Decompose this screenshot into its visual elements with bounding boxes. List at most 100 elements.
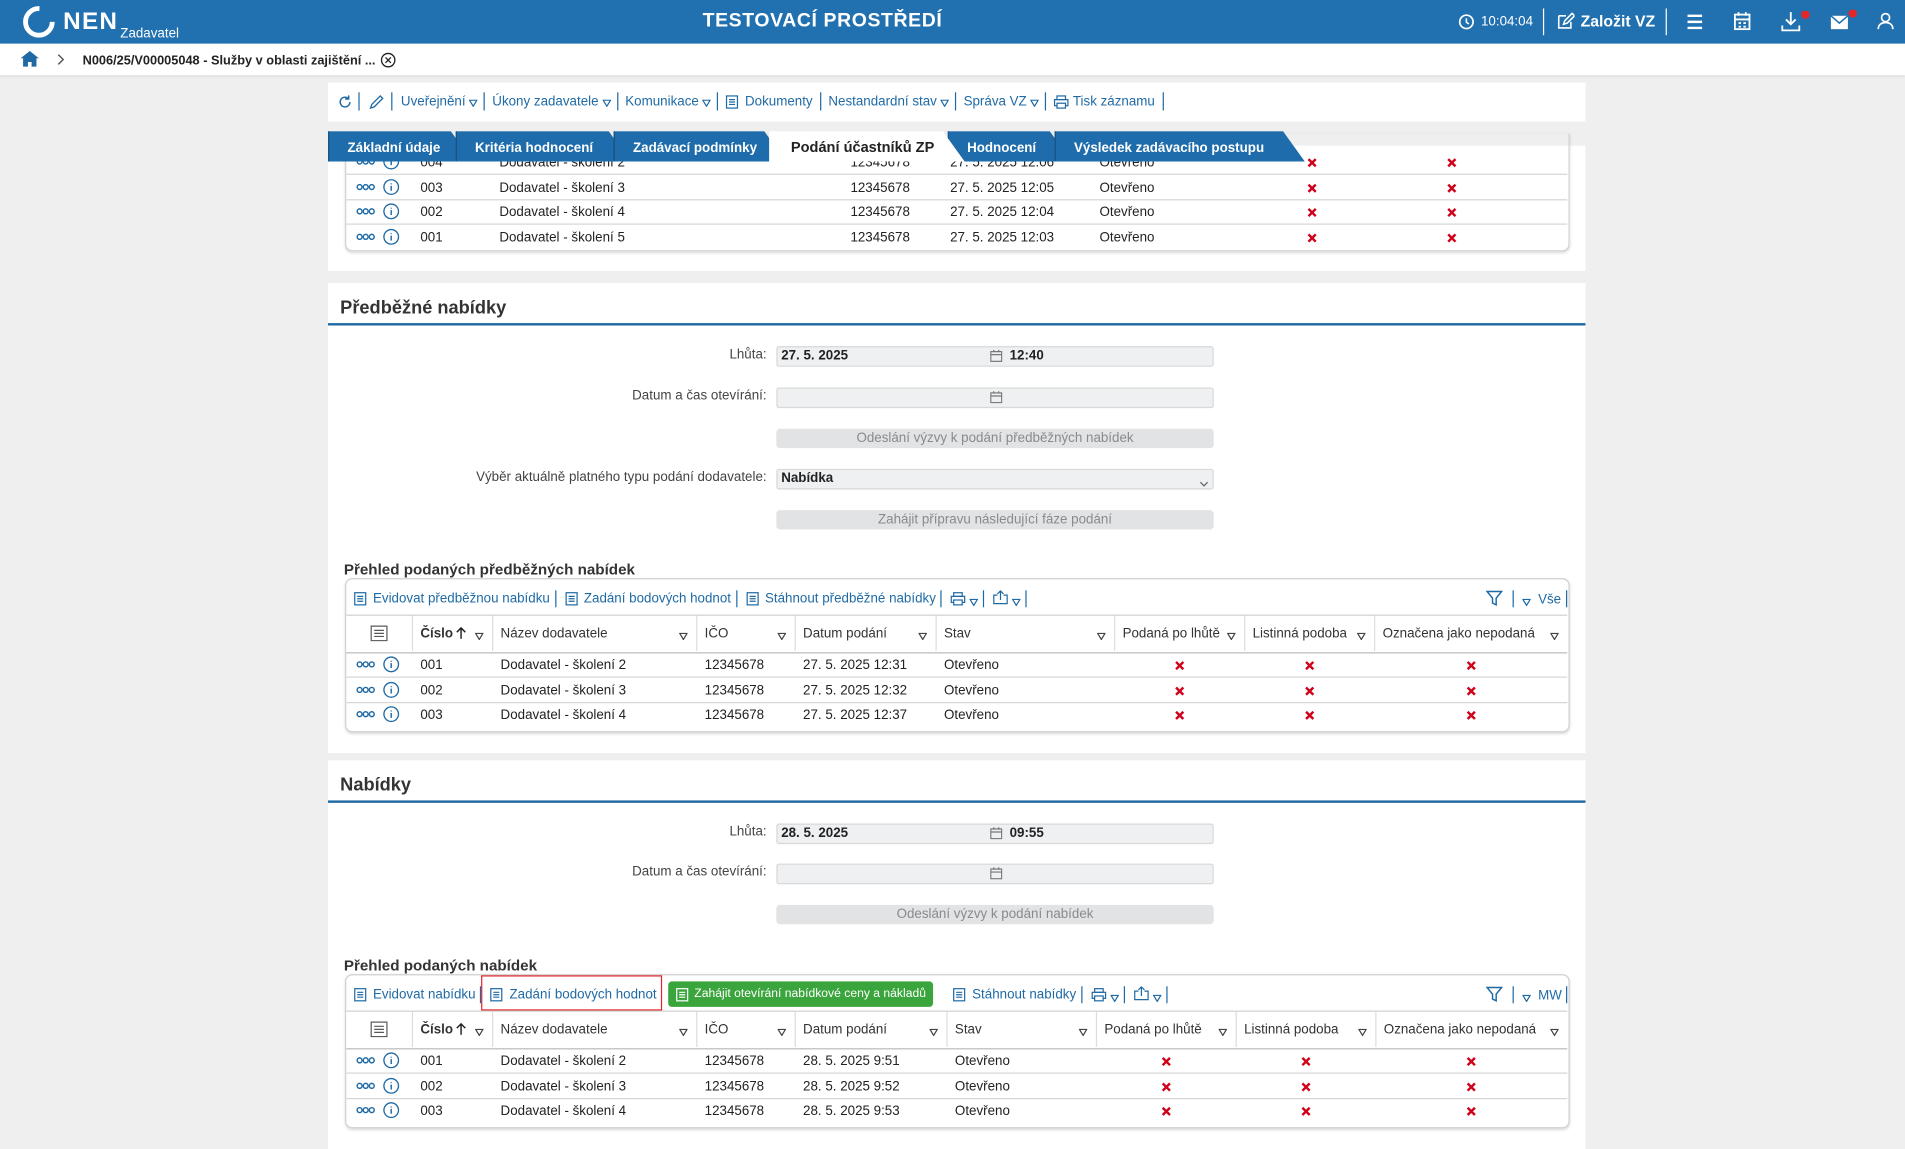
download-icon[interactable] [1781,11,1810,33]
export-icon [1133,986,1149,1001]
toolbar-item[interactable]: Uveřejnění [401,95,466,110]
menu-icon[interactable] [1686,13,1703,30]
disabled-button[interactable]: Odeslání výzvy k podání nabídek [776,905,1213,924]
disabled-button[interactable]: Zahájit přípravu následující fáze podání [776,510,1213,529]
column-menu[interactable] [475,1025,484,1040]
toolbar-item[interactable]: Komunikace [625,95,699,110]
date-input[interactable] [776,387,1213,408]
toolbar-item[interactable]: Tisk záznamu [1073,95,1155,110]
column-header[interactable]: Datum podání [803,627,887,642]
column-header[interactable]: Číslo [420,627,453,642]
edit-icon[interactable] [1556,12,1574,30]
clock-icon [1458,13,1475,30]
column-menu[interactable] [1550,1025,1559,1040]
tab[interactable]: Výsledek zadávacího postupu [1055,131,1305,161]
column-menu[interactable] [1550,629,1559,644]
column-menu[interactable] [1227,629,1236,644]
sort-icon [1357,633,1366,640]
column-header[interactable]: Datum podání [803,1023,887,1038]
row-actions [356,203,400,224]
action[interactable]: Evidovat nabídku [373,987,476,1002]
column-header[interactable]: IČO [705,1023,729,1038]
breadcrumb-item[interactable]: N006/25/V00005048 - Služby v oblasti zaj… [83,53,376,68]
export-button[interactable] [993,590,1009,608]
column-header[interactable]: Podaná po lhůtě [1123,627,1220,642]
row-actions-icon[interactable] [356,656,400,673]
home-icon[interactable] [21,51,39,67]
row-actions-icon[interactable] [356,1077,400,1094]
cell: Otevřeno [944,658,999,673]
toolbar-item[interactable]: Správa VZ [964,95,1027,110]
action[interactable]: Zadání bodových hodnot [584,592,731,607]
column-menu[interactable] [918,629,927,644]
row-actions-icon[interactable] [356,1102,400,1119]
sort-icon [1550,1029,1559,1036]
column-menu[interactable] [475,629,484,644]
tab[interactable]: Kritéria hodnocení [456,131,631,161]
select-input[interactable]: Nabídka [776,469,1213,490]
column-header[interactable]: Podaná po lhůtě [1104,1023,1201,1038]
cross-icon [1447,233,1457,243]
column-header[interactable]: IČO [705,627,729,642]
filter-button[interactable] [1486,986,1503,1005]
row-actions-icon[interactable] [356,1052,400,1069]
calendar-icon[interactable] [1734,12,1751,30]
row-actions-icon[interactable] [356,681,400,698]
column-header[interactable]: Označena jako nepodaná [1384,1023,1536,1038]
date-input[interactable] [776,864,1213,885]
column-header[interactable]: Stav [955,1023,982,1038]
toolbar-item[interactable]: Úkony zadavatele [492,95,598,110]
column-header[interactable]: Stav [944,627,971,642]
date-input[interactable]: 27. 5. 202512:40 [776,346,1213,367]
column-settings[interactable] [371,1021,388,1040]
column-menu[interactable] [1079,1025,1088,1040]
action[interactable]: Evidovat předběžnou nabídku [373,592,550,607]
row-divider [346,174,1567,175]
column-menu[interactable] [1219,1025,1228,1040]
user-icon[interactable] [1877,12,1894,30]
column-header[interactable]: Listinná podoba [1244,1023,1338,1038]
row-actions-icon[interactable] [356,706,400,723]
view-selector[interactable]: Vše [1538,593,1561,608]
row-actions-icon[interactable] [356,203,400,220]
tab[interactable]: Zadávací podmínky [614,131,787,161]
column-menu[interactable] [679,629,688,644]
column-settings[interactable] [371,626,388,645]
create-button[interactable]: Založit VZ [1581,12,1656,30]
filter-button[interactable] [1486,590,1503,609]
column-header[interactable]: Číslo [420,1023,453,1038]
date-input[interactable]: 28. 5. 202509:55 [776,823,1213,844]
primary-button[interactable]: Zahájit otevírání nabídkové ceny a nákla… [669,981,933,1007]
tab[interactable]: Základní údaje [328,131,473,161]
row-divider [346,1097,1567,1098]
column-menu[interactable] [778,1025,787,1040]
action[interactable]: Stáhnout nabídky [972,987,1076,1002]
sort-asc [456,1023,467,1039]
print-button[interactable] [1091,987,1107,1005]
column-header[interactable]: Listinná podoba [1253,627,1347,642]
column-divider [492,1012,493,1047]
row-actions-icon[interactable] [356,178,400,195]
column-menu[interactable] [929,1025,938,1040]
tab[interactable]: Podání účastníků ZP [769,131,965,161]
column-header[interactable]: Označena jako nepodaná [1383,627,1535,642]
row-actions-icon[interactable] [356,228,400,245]
column-menu[interactable] [1358,1025,1367,1040]
column-header[interactable]: Název dodavatele [501,1023,608,1038]
action[interactable]: Stáhnout předběžné nabídky [765,592,936,607]
disabled-button[interactable]: Odeslání výzvy k podání předběžných nabí… [776,429,1213,448]
column-menu[interactable] [778,629,787,644]
toolbar-item[interactable]: Nestandardní stav [828,95,936,110]
print-button[interactable] [950,592,966,610]
column-menu[interactable] [1097,629,1106,644]
column-menu[interactable] [1357,629,1366,644]
column-header[interactable]: Název dodavatele [501,627,608,642]
view-selector[interactable]: MW [1538,989,1562,1004]
toolbar-item[interactable]: Dokumenty [745,95,813,110]
column-menu[interactable] [679,1025,688,1040]
refresh-icon[interactable] [338,95,353,113]
mail-icon[interactable] [1830,10,1859,32]
export-button[interactable] [1133,986,1149,1004]
close-icon[interactable] [380,52,396,68]
edit-icon[interactable] [369,95,384,113]
